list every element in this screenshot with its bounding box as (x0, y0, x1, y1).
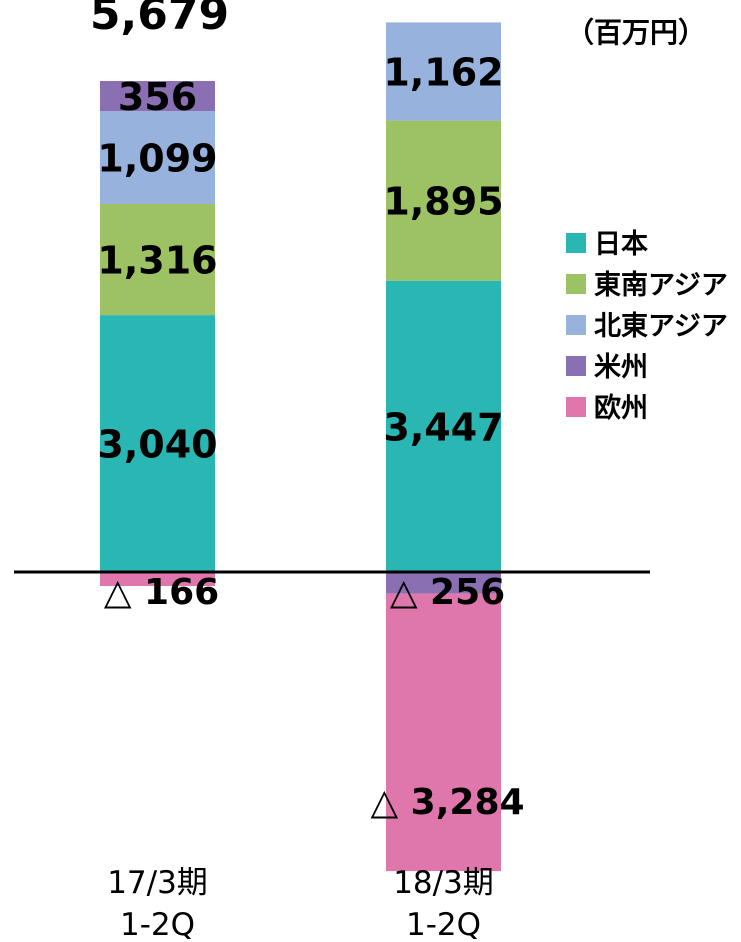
category-label-1-line2: 1-2Q (120, 907, 195, 942)
legend-entry-3: 北東アジア (594, 311, 728, 342)
category-label-2-line1: 18/3期 (393, 865, 494, 901)
legend-entry-2: 東南アジア (594, 270, 728, 301)
bar-segment-2-4 (386, 572, 501, 594)
data-label-1-2: 1,316 (97, 239, 217, 283)
legend-swatch-5 (566, 397, 586, 417)
data-label-1-4: 356 (118, 75, 197, 119)
bar-segment-1-2 (100, 203, 215, 316)
bar-segment-2-1 (386, 280, 501, 572)
category-label-1-line1: 17/3期 (107, 865, 208, 901)
category-axis-labels: 17/3期 1-2Q 18/3期 1-2Q (107, 865, 494, 942)
data-label-1-5: △ 166 (104, 572, 219, 613)
legend-entry-5: 欧州 (594, 393, 648, 424)
legend-swatch-3 (566, 315, 586, 335)
bar-segment-2-2 (386, 120, 501, 281)
bar-segment-1-3 (100, 111, 215, 204)
legend-entry-1: 日本 (594, 229, 648, 260)
bar-segment-1-5 (100, 572, 215, 586)
bar-segment-2-5 (386, 593, 501, 872)
total-label-1: 5,679 (90, 0, 229, 40)
data-label-2-1: 3,447 (383, 405, 503, 449)
unit-label: （百万円） (566, 16, 706, 49)
legend-swatch-4 (566, 356, 586, 376)
bar-segment-1-4 (100, 81, 215, 112)
data-label-2-4: △ 256 (390, 572, 505, 613)
data-label-1-1: 3,040 (97, 423, 217, 467)
data-label-2-2: 1,895 (383, 180, 503, 224)
bar-segment-1-1 (100, 315, 215, 572)
data-label-1-3: 1,099 (97, 137, 217, 181)
bars-layer (100, 22, 501, 872)
data-label-2-3: 1,162 (383, 51, 503, 95)
legend-swatch-2 (566, 274, 586, 294)
category-label-2-line2: 1-2Q (406, 907, 481, 942)
legend-swatch-1 (566, 233, 586, 253)
data-label-2-5: △ 3,284 (370, 782, 524, 823)
labels-layer: 3,040 1,316 1,099 356 △ 166 5,679 3,447 1,895 1,… (90, 0, 525, 823)
bar-segment-2-3 (386, 22, 501, 121)
legend-entry-4: 米州 (594, 352, 648, 383)
